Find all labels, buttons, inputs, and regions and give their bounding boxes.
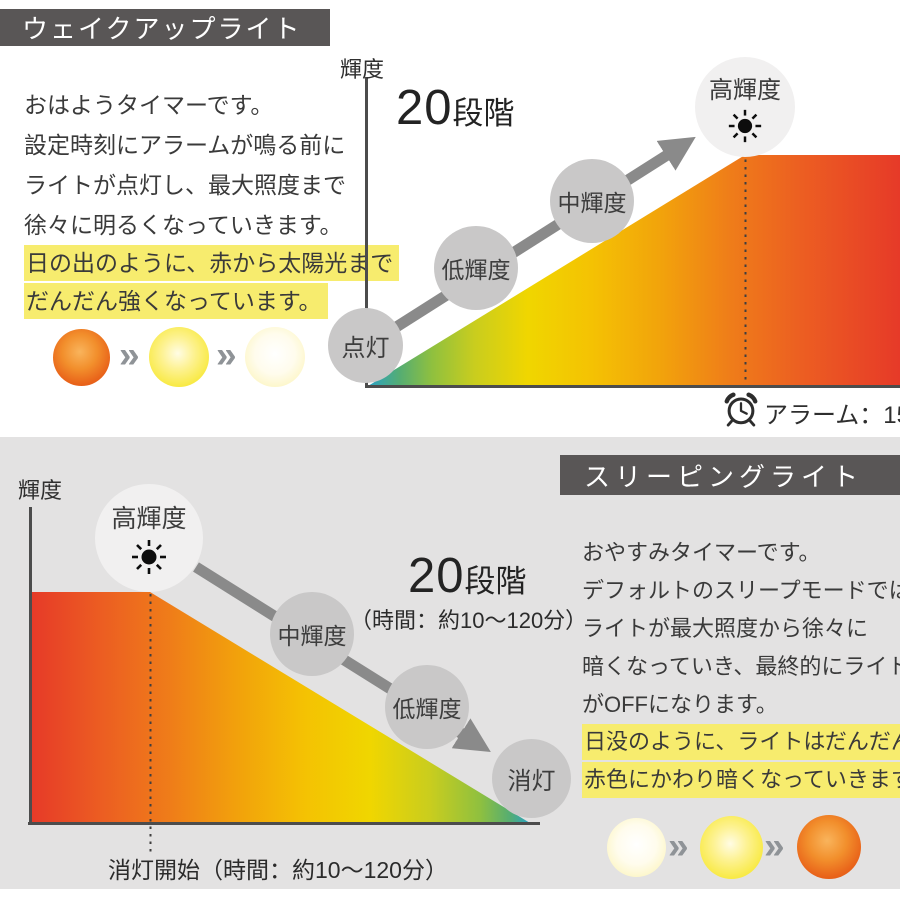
sleep-section-header: スリーピングライト: [560, 455, 900, 495]
yellow-light-ball: [700, 816, 763, 879]
sleep-description-line: おやすみタイマーです。: [582, 540, 821, 565]
sleep-description-line: 暗くなっていき、最終的にライト: [582, 654, 900, 679]
red-light-ball: [797, 815, 861, 879]
wake-description-line: ライトが点灯し、最大照度まで: [24, 172, 346, 198]
sleep-levels-number: 20: [408, 549, 465, 603]
pale-light-ball: [607, 818, 666, 877]
chevron-separator-icon: »: [119, 334, 140, 375]
red-light-ball: [53, 329, 110, 386]
sleep-description-line: デフォルトのスリープモードでは: [582, 578, 900, 603]
wake-description-line: おはようタイマーです。: [24, 92, 274, 118]
chevron-separator-icon: »: [668, 825, 689, 866]
wake-gradient-area: [368, 155, 900, 386]
sleep-section-title: スリーピングライト: [584, 461, 864, 492]
wake-y-axis-label: 輝度: [340, 57, 385, 82]
sleep-y-axis-label: 輝度: [18, 478, 63, 503]
wake-highlight-line: だんだん強くなっています。: [24, 283, 399, 321]
sleep-stage-mid-brightness: 中輝度: [270, 592, 354, 676]
sun-burst-icon: [132, 540, 166, 574]
wake-stage-low-brightness: 低輝度: [434, 226, 518, 310]
sleep-x-axis-note: 消灯開始（時間：約10〜120分）: [108, 857, 448, 883]
wake-stage-mid-brightness: 中輝度: [550, 159, 634, 243]
sleep-highlight-line: 日没のように、ライトはだんだん: [582, 724, 900, 762]
wake-levels-number: 20: [396, 81, 453, 135]
sleep-description: おやすみタイマーです。 デフォルトのスリープモードでは ライトが最大照度から徐々…: [582, 534, 900, 800]
sun-burst-icon: [728, 109, 762, 142]
wake-highlight-line: 日の出のように、赤から太陽光まで: [24, 245, 400, 283]
pale-light-ball: [245, 327, 305, 387]
sleep-levels-unit: 段階: [464, 564, 527, 599]
chevron-separator-icon: »: [216, 334, 237, 375]
sleep-stage-off: 消灯: [492, 739, 571, 818]
wake-description-line: 設定時刻にアラームが鳴る前に: [24, 132, 346, 158]
alarm-clock-icon: [724, 392, 758, 427]
yellow-light-ball: [149, 327, 209, 387]
wake-description-line: 徐々に明るくなっていきます。: [24, 212, 343, 238]
sleep-highlight-line: 赤色にかわり暗くなっていきます。: [582, 762, 900, 800]
sleep-description-line: ライトが最大照度から徐々に: [582, 616, 869, 641]
sleep-levels-label: 20段階: [408, 548, 527, 604]
chevron-separator-icon: »: [764, 825, 785, 866]
wake-levels-label: 20段階: [396, 80, 515, 136]
wake-section-title: ウェイクアップライト: [22, 14, 302, 44]
wake-stage-high-brightness: 高輝度: [695, 57, 795, 157]
wake-stage-turn-on: 点灯: [328, 308, 403, 383]
wake-section-header: ウェイクアップライト: [0, 9, 330, 46]
alarm-duration-label: アラーム：15分: [764, 402, 900, 429]
sleep-stage-high-brightness: 高輝度: [95, 484, 203, 592]
wake-levels-unit: 段階: [452, 96, 515, 131]
sleep-stage-low-brightness: 低輝度: [385, 665, 469, 749]
sleep-description-line: がOFFになります。: [582, 692, 778, 717]
wake-description: おはようタイマーです。 設定時刻にアラームが鳴る前に ライトが点灯し、最大照度ま…: [24, 85, 400, 321]
sleep-gradient-area: [31, 592, 530, 823]
sleep-levels-time-note: （時間：約10〜120分）: [350, 608, 588, 633]
